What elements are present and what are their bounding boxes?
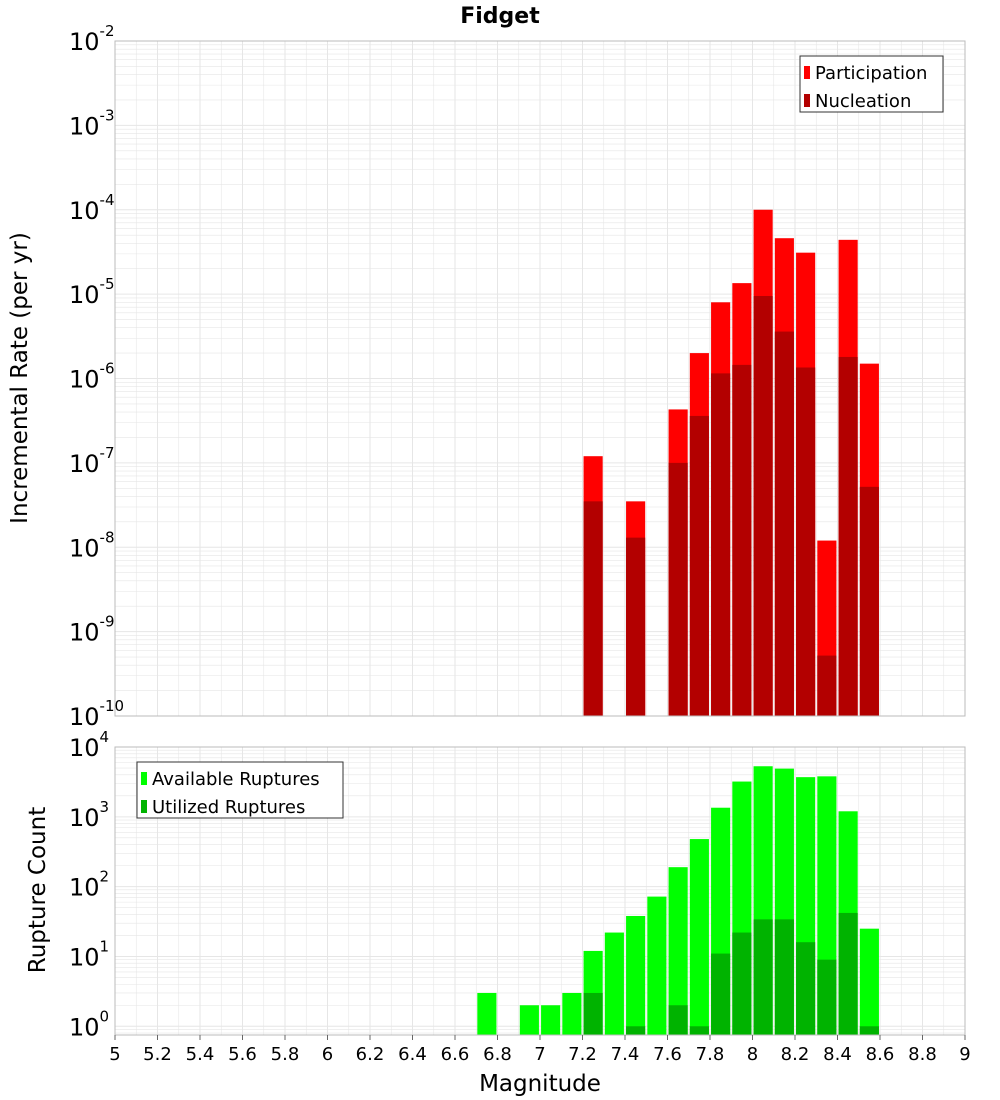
rate-bar-nucleation [859,486,879,716]
count-y-tick-label: 104 [69,728,109,762]
count-bar-utilized [796,942,816,1035]
x-tick-label: 6.4 [398,1044,427,1065]
chart-title: Fidget [460,4,540,29]
rate-bar-nucleation [796,367,816,716]
rate-bar-nucleation [626,537,646,716]
rate-y-ticks: 10-2 10-3 10-4 10-5 10-6 10-7 10-8 10-9 10-10 [69,22,124,731]
count-y-tick-label: 103 [69,798,109,832]
x-tick-label: 6.8 [483,1044,512,1065]
incremental-rate-panel: 10-2 10-3 10-4 10-5 10-6 10-7 10-8 10-9 10-10 Par… [69,22,966,731]
x-tick-label: 7.4 [611,1044,640,1065]
rate-bar-nucleation [817,655,837,716]
count-legend-label: Available Ruptures [152,769,320,790]
x-tick-label: 8.2 [781,1044,810,1065]
count-series-utilized [583,912,879,1035]
count-bar-available [562,992,582,1035]
count-y-tick-label: 102 [69,868,109,902]
count-bar-utilized [711,953,731,1035]
count-bar-utilized [732,932,752,1035]
x-tick-label: 7 [534,1044,545,1065]
count-bar-available [647,896,667,1035]
rate-bar-nucleation [668,462,688,716]
rate-series-nucleation [583,296,879,716]
x-tick-label: 5.6 [228,1044,257,1065]
count-bar-available [519,1005,539,1035]
rate-legend-swatch [804,66,810,79]
count-bar-utilized [668,1005,688,1035]
count-bar-available [859,928,879,1035]
count-bar-available [541,1005,561,1035]
rate-y-tick-label: 10-10 [69,697,124,731]
count-bar-utilized [753,919,773,1035]
count-legend-box [136,761,344,819]
x-tick-label: 8.4 [823,1044,852,1065]
x-tick-label: 5.4 [186,1044,215,1065]
count-y-tick-label: 100 [69,1007,109,1041]
rate-y-tick-label: 10-6 [69,360,115,394]
count-bar-utilized [859,1026,879,1035]
rate-y-tick-label: 10-8 [69,528,115,562]
count-bar-available [477,992,497,1035]
rate-y-tick-label: 10-2 [69,22,115,56]
x-tick-label: 7.6 [653,1044,682,1065]
x-tick-label: 8.8 [908,1044,937,1065]
count-y-ticks: 104 103 102 101 100 [69,728,109,1041]
count-legend-label: Utilized Ruptures [152,797,305,818]
x-tick-label: 8.6 [866,1044,895,1065]
count-bar-utilized [626,1026,646,1035]
count-bar-available [604,932,624,1035]
count-bar-utilized [774,919,794,1035]
count-legend: Available Ruptures Utilized Ruptures [136,761,344,819]
rate-y-tick-label: 10-5 [69,275,115,309]
rate-legend-label: Nucleation [815,91,911,112]
x-tick-label: 8 [747,1044,758,1065]
x-tick-label: 5.2 [143,1044,172,1065]
rate-legend: Participation Nucleation [799,55,944,113]
count-bar-available [668,867,688,1035]
count-bar-utilized [689,1026,709,1035]
count-bar-available [626,915,646,1035]
x-tick-label: 7.2 [568,1044,597,1065]
rate-bar-nucleation [583,501,603,716]
count-legend-swatch [141,772,147,785]
rate-bar-nucleation [774,331,794,716]
rate-legend-swatch [804,94,810,107]
count-bar-utilized [817,959,837,1035]
count-legend-swatch [141,800,147,813]
x-tick-label: 5 [109,1044,120,1065]
count-bar-utilized [838,912,858,1035]
top-y-axis-label: Incremental Rate (per yr) [7,232,33,524]
rate-y-tick-label: 10-9 [69,613,115,647]
count-bar-available [689,839,709,1035]
rate-y-tick-label: 10-3 [69,106,115,140]
rate-y-tick-label: 10-4 [69,191,115,225]
rate-legend-box [799,55,944,113]
rate-bar-nucleation [753,296,773,716]
x-tick-label: 9 [959,1044,970,1065]
x-tick-label: 5.8 [271,1044,300,1065]
rupture-count-panel: 104 103 102 101 100 Available Ruptures Utilize… [69,728,971,1065]
x-tick-label: 6 [322,1044,333,1065]
count-bar-utilized [583,992,603,1035]
x-tick-label: 6.2 [356,1044,385,1065]
rate-bar-nucleation [838,356,858,716]
bottom-y-axis-label: Rupture Count [25,807,51,973]
rate-grid [114,40,966,717]
rate-bar-nucleation [732,364,752,716]
rate-bar-nucleation [689,415,709,716]
rate-y-tick-label: 10-7 [69,444,115,478]
x-ticks: 5 5.2 5.4 5.6 5.8 6 6.2 6.4 6.6 6.8 7 7.2 7.4 7.6 7.8 8… [109,1035,971,1065]
x-tick-label: 7.8 [696,1044,725,1065]
rate-legend-label: Participation [815,63,927,84]
rate-frame [114,40,966,717]
x-axis-label: Magnitude [479,1071,601,1097]
rate-bar-nucleation [711,373,731,716]
count-y-tick-label: 101 [69,937,109,971]
x-tick-label: 6.6 [441,1044,470,1065]
